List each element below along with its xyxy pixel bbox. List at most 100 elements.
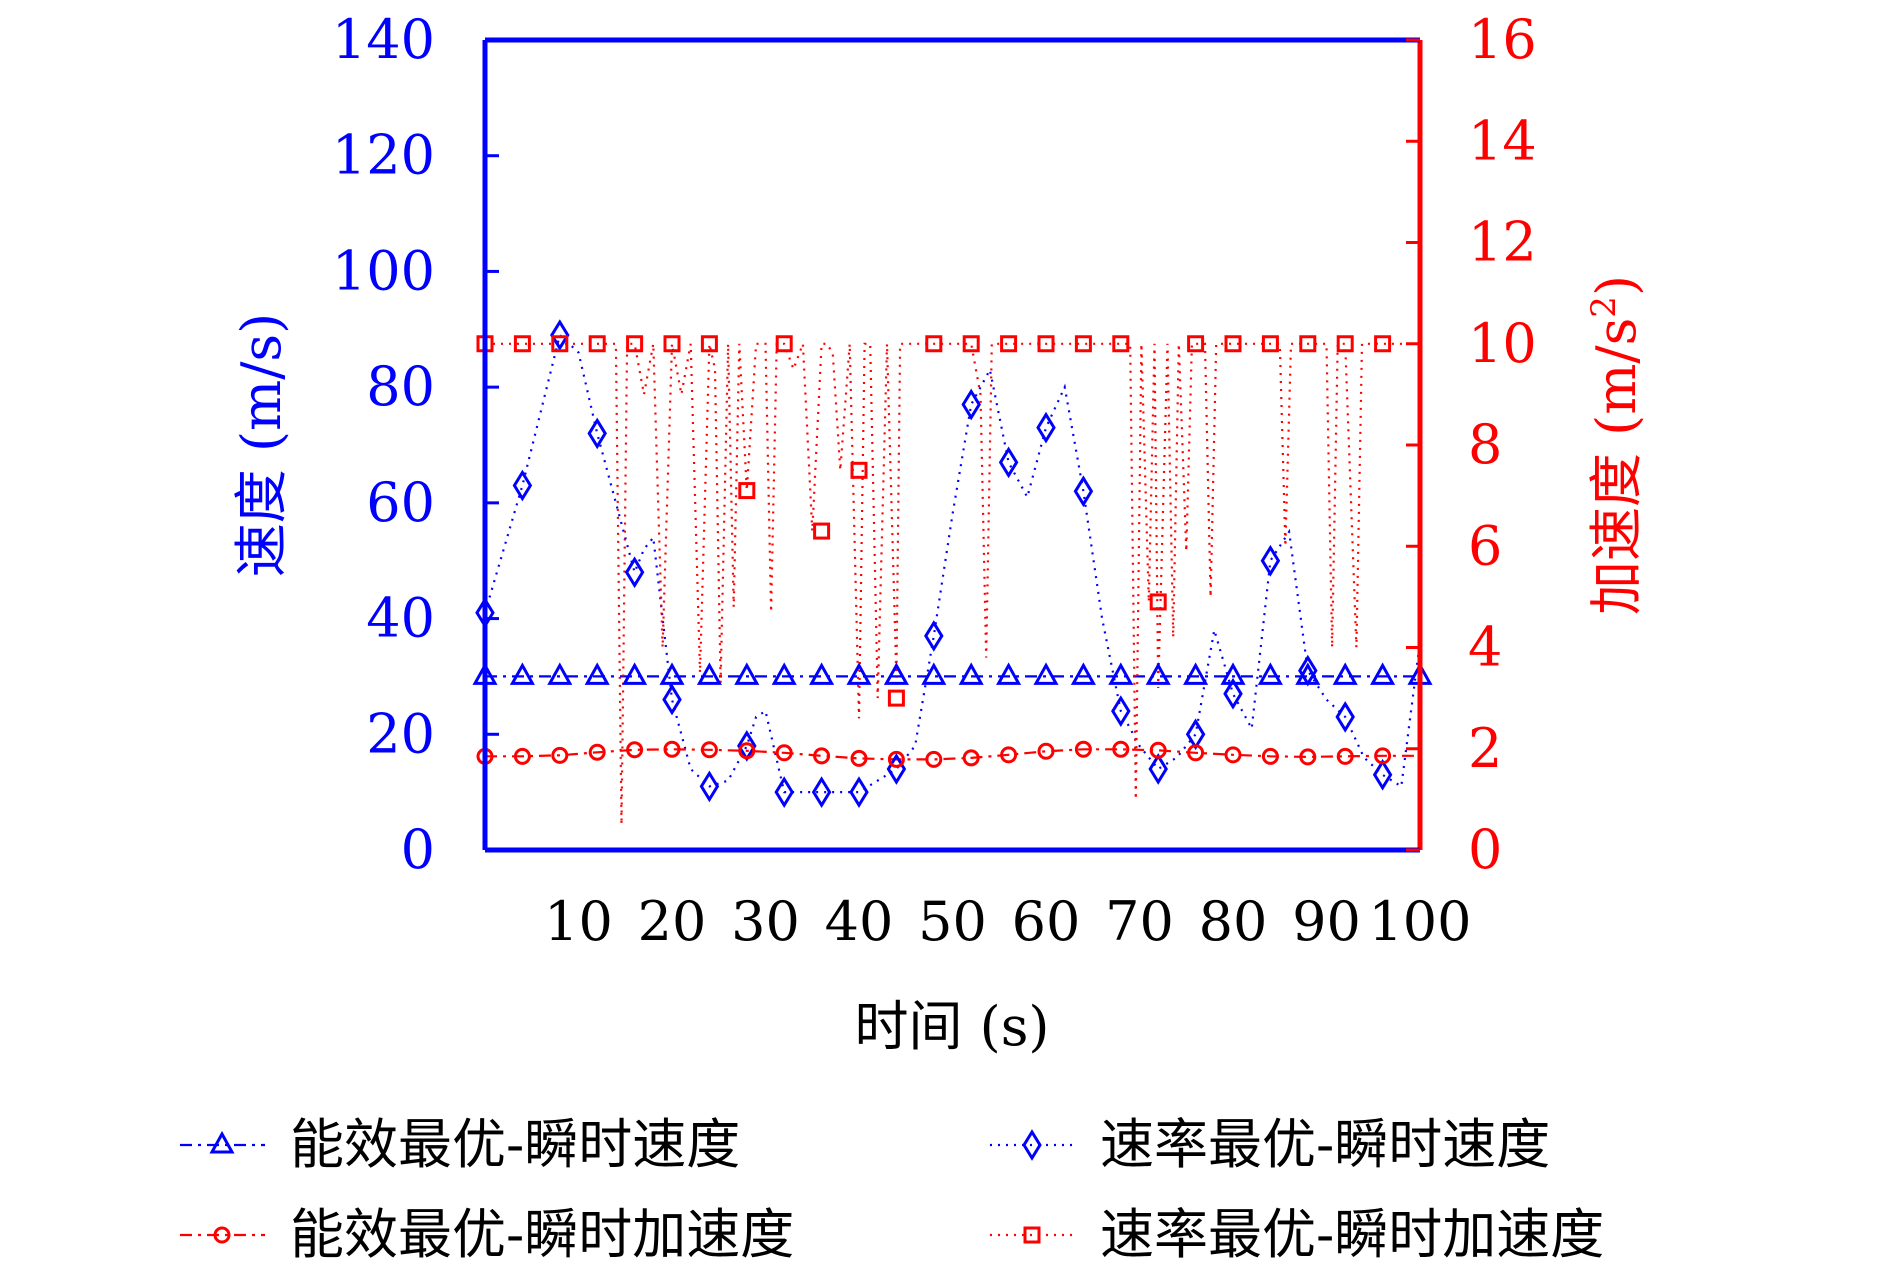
data-point-triangle [996,662,1022,685]
data-point-diamond [587,417,607,450]
y-right-tick-label: 2 [1468,717,1502,780]
x-tick-label: 10 [544,890,613,953]
data-point-square [1000,335,1018,353]
data-point-triangle [659,662,685,685]
legend-label: 速率最优-瞬时速度 [1100,1113,1550,1176]
data-point-square [1187,335,1205,353]
data-point-square [1261,335,1279,353]
legend-item: 速率最优-瞬时速度 [990,1113,1550,1176]
data-point-triangle [622,662,648,685]
y-left-tick-label: 0 [401,818,435,881]
data-point-square [1336,335,1354,353]
data-point-triangle [547,662,573,685]
data-point-circle [887,750,905,768]
y-left-tick-label: 20 [366,702,435,765]
data-point-diamond [1223,677,1243,710]
series-line-4 [485,342,1420,825]
y-right-tick-label: 14 [1468,109,1537,172]
data-point-circle [663,740,681,758]
legend-item: 速率最优-瞬时加速度 [990,1203,1604,1266]
y-axis-right-label-close: ) [1585,275,1648,296]
data-point-triangle [921,662,947,685]
y-axis-right-label-base: 加速度 (m/s [1585,318,1648,615]
data-point-diamond [811,776,832,809]
legend-marker-square [1023,1226,1041,1244]
data-point-triangle [584,662,610,685]
data-point-diamond [1335,701,1355,733]
data-point-diamond [1111,695,1131,728]
y-axis-right-label: 加速度 (m/s2) [1584,275,1648,615]
data-point-square [1149,593,1167,611]
data-point-circle [962,749,980,767]
data-point-circle [551,746,569,764]
data-point-square [700,335,718,353]
data-point-triangle [1070,662,1096,685]
data-point-triangle [809,662,835,685]
data-point-diamond [774,776,794,809]
data-point-circle [775,744,793,762]
data-point-circle [1374,747,1392,765]
y-left-tick-label: 120 [332,124,435,187]
y-left-tick-label: 80 [366,355,435,418]
axes [482,37,1423,853]
data-point-diamond [1260,544,1281,577]
data-point-circle [1000,746,1018,764]
series-markers [472,319,1433,809]
y-right-tick-label: 8 [1468,413,1502,476]
data-point-square [813,522,831,540]
legend-marker-circle [213,1226,231,1244]
data-point-triangle [771,662,797,685]
data-point-square [1299,335,1317,353]
series-lines [485,333,1420,825]
x-tick-label: 20 [638,890,707,953]
data-point-diamond [924,620,944,652]
data-point-circle [1224,746,1242,764]
data-point-diamond [1036,411,1056,444]
data-point-circle [925,750,943,768]
data-point-circle [738,742,756,760]
data-point-diamond [550,319,570,351]
data-point-square [588,335,606,353]
data-point-circle [588,743,606,761]
legend-label: 能效最优-瞬时速度 [290,1113,740,1176]
data-point-diamond [1298,654,1318,687]
data-point-diamond [662,683,682,716]
data-point-square [925,335,943,353]
y-right-tick-label: 4 [1468,616,1502,679]
data-point-triangle [1183,662,1209,685]
x-tick-label: 60 [1012,890,1081,953]
x-tick-label: 70 [1105,890,1174,953]
data-point-circle [1187,744,1205,762]
data-point-circle [1299,748,1317,766]
data-point-diamond [1148,753,1168,785]
y-right-tick-label: 16 [1468,8,1537,71]
data-point-square [850,461,868,479]
y-right-tick-label: 12 [1468,211,1537,274]
data-point-triangle [509,662,535,685]
data-point-triangle [883,662,909,685]
data-point-triangle [1145,662,1171,685]
y-left-tick-label: 140 [332,8,435,71]
data-point-square [663,335,681,353]
x-tick-label: 50 [918,890,987,953]
data-point-square [626,335,644,353]
x-tick-label: 90 [1292,890,1361,953]
legend-marker-triangle [209,1130,235,1154]
ticks: 0 20 40 60 80 100 120 140 0 2 4 6 8 10 12 14 16 10 20 30 40 5… [332,8,1537,953]
data-point-circle [1336,747,1354,765]
y-right-tick-label: 6 [1468,514,1502,577]
data-point-circle [813,747,831,765]
data-point-triangle [846,662,872,685]
data-point-triangle [1108,662,1134,685]
data-point-square [1037,335,1055,353]
y-right-tick-label: 0 [1468,818,1502,881]
data-point-square [1374,335,1392,353]
data-point-square [551,335,569,353]
data-point-square [1224,335,1242,353]
data-point-circle [850,749,868,767]
data-point-diamond [1073,475,1094,508]
data-point-diamond [998,446,1019,479]
data-point-square [738,482,756,500]
data-point-triangle [1332,662,1358,685]
